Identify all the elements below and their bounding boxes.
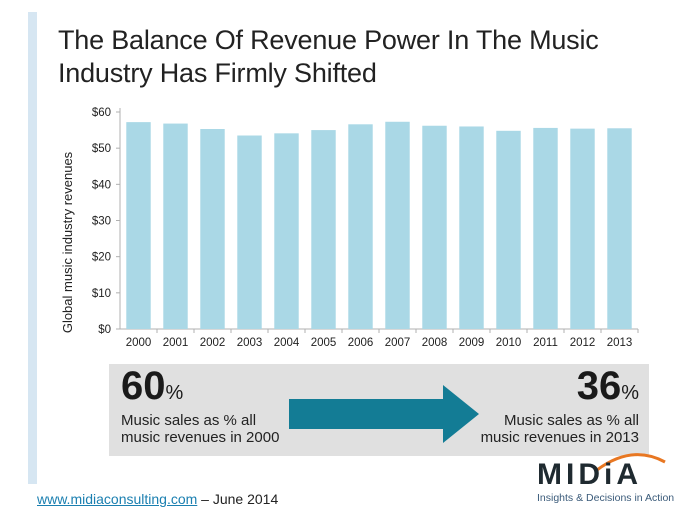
right-arrow-icon xyxy=(289,385,479,443)
x-tick-label: 2008 xyxy=(422,337,448,349)
bar-2001 xyxy=(163,123,188,329)
brand-tagline: Insights & Decisions in Action xyxy=(537,492,675,504)
logo-arc-icon xyxy=(596,453,666,472)
bar-2004 xyxy=(274,133,299,329)
bar-2013 xyxy=(607,128,632,329)
y-tick-label: $50 xyxy=(92,143,111,155)
y-tick-label: $40 xyxy=(92,179,111,191)
stat-2000-unit: % xyxy=(165,382,184,404)
slide-title: The Balance Of Revenue Power In The Musi… xyxy=(58,25,599,88)
stat-2013-unit: % xyxy=(621,382,639,404)
stat-2000: 60% Music sales as % all music revenues … xyxy=(121,366,279,446)
brand-logo: MIDiA Insights & Decisions in Action xyxy=(537,453,687,504)
x-tick-label: 2006 xyxy=(348,337,374,349)
accent-bar xyxy=(28,12,37,484)
bar-2009 xyxy=(459,126,484,329)
bar-2011 xyxy=(533,127,558,329)
revenue-bar-chart: $0 $10 $20 $30 $40 $50 $60 2000 2001 2002 2003 2004… xyxy=(60,107,639,349)
stat-2013-desc-line2: music revenues in 2013 xyxy=(480,429,639,446)
bar-2007 xyxy=(385,121,410,329)
footer: www.midiaconsulting.com – June 2014 xyxy=(37,491,278,507)
y-tick-label: $60 xyxy=(92,107,111,119)
bar-2006 xyxy=(348,124,373,330)
x-tick-label: 2013 xyxy=(607,337,633,349)
brand-name: MIDiA xyxy=(537,458,642,491)
x-tick-label: 2011 xyxy=(533,337,558,349)
stat-2013: 36% Music sales as % all music revenues … xyxy=(481,366,639,446)
bar-2003 xyxy=(237,135,262,329)
x-tick-label: 2000 xyxy=(126,337,152,349)
x-tick-label: 2004 xyxy=(274,337,300,349)
stat-2013-desc-line1: Music sales as % all xyxy=(503,412,639,429)
stat-2000-desc-line1: Music sales as % all xyxy=(121,412,257,429)
x-tick-label: 2010 xyxy=(496,337,522,349)
x-tick-label: 2001 xyxy=(163,337,189,349)
stat-2000-desc-line2: music revenues in 2000 xyxy=(121,429,280,446)
bar-2002 xyxy=(200,128,225,329)
bar-2008 xyxy=(422,125,447,329)
bar-2005 xyxy=(311,130,336,329)
stat-2013-value: 36 xyxy=(576,364,622,408)
footer-date: – June 2014 xyxy=(197,491,279,507)
y-axis-label: Global music industry revenues xyxy=(60,151,75,333)
y-tick-label: $30 xyxy=(92,216,111,228)
x-tick-label: 2003 xyxy=(237,337,263,349)
bar-2010 xyxy=(496,130,521,329)
y-tick-label: $10 xyxy=(92,288,111,300)
y-tick-label: $20 xyxy=(92,252,111,264)
stat-2000-value: 60 xyxy=(121,364,166,408)
website-link[interactable]: www.midiaconsulting.com xyxy=(37,491,198,507)
bar-2000 xyxy=(126,122,151,329)
x-tick-label: 2009 xyxy=(459,337,485,349)
x-tick-label: 2007 xyxy=(385,337,411,349)
x-tick-label: 2002 xyxy=(200,337,226,349)
y-tick-label: $0 xyxy=(98,324,111,336)
bar-2012 xyxy=(570,128,595,329)
x-tick-label: 2005 xyxy=(311,337,337,349)
x-tick-label: 2012 xyxy=(570,337,596,349)
